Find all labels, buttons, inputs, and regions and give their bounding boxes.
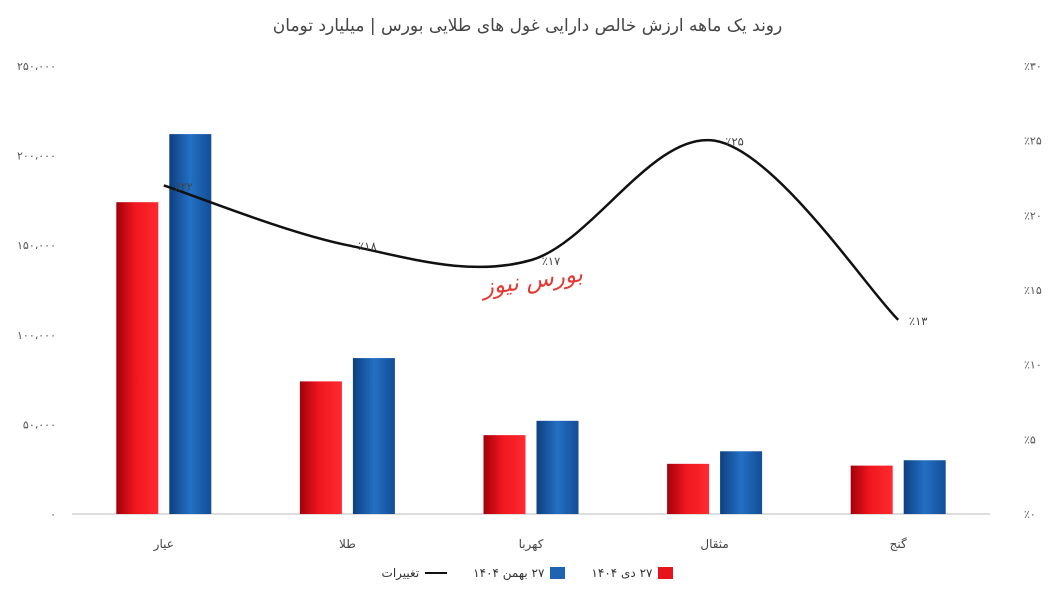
legend-label-bahman: ۲۷ بهمن ۱۴۰۴ [473, 566, 545, 580]
change-data-label: ٪۱۳ [909, 314, 928, 328]
bar-bahman [352, 358, 395, 514]
bar-dey [483, 435, 526, 514]
bar-dey [850, 465, 893, 514]
bar-bahman [536, 420, 579, 514]
y-right-tick-label: ٪۱۰ [1024, 359, 1042, 372]
legend-swatch-dey [658, 567, 674, 579]
change-data-label: ٪۱۷ [542, 254, 561, 268]
change-data-label: ٪۲۲ [175, 179, 194, 193]
y-right-tick-label: ٪۰ [1024, 508, 1036, 521]
legend-item-dey: ۲۷ دی ۱۴۰۴ [591, 566, 674, 580]
y-right-tick-label: ٪۵ [1024, 433, 1036, 446]
category-label: طلا [339, 537, 356, 551]
legend-item-bahman: ۲۷ بهمن ۱۴۰۴ [473, 566, 566, 580]
category-label: عیار [153, 537, 174, 552]
change-line [163, 138, 900, 321]
y-left-tick-label: ۲۵۰،۰۰۰ [17, 60, 56, 73]
chart-title: روند یک ماهه ارزش خالص دارایی غول های طل… [272, 16, 783, 36]
bar-dey [299, 381, 342, 514]
legend-item-change: تغییرات [382, 566, 448, 580]
bar-bahman [169, 134, 212, 514]
category-label: گنج [890, 537, 907, 551]
bar-dey [667, 463, 710, 514]
y-right-tick-label: ٪۲۰ [1024, 209, 1042, 222]
y-right-tick-label: ٪۱۵ [1024, 284, 1042, 297]
y-left-tick-label: ۱۵۰،۰۰۰ [17, 239, 56, 252]
legend-label-dey: ۲۷ دی ۱۴۰۴ [591, 566, 653, 580]
legend-label-change: تغییرات [381, 566, 420, 580]
bar-bahman [720, 451, 763, 514]
change-data-label: ٪۲۵ [725, 135, 744, 149]
y-left-tick-label: ۲۰۰،۰۰۰ [17, 150, 56, 163]
bar-dey [116, 202, 159, 514]
category-label: کهربا [519, 537, 544, 552]
bar-bahman [903, 460, 946, 514]
y-left-tick-label: ۰ [50, 508, 56, 521]
category-label: مثقال [700, 537, 729, 551]
y-right-tick-label: ٪۲۵ [1024, 135, 1042, 148]
y-right-tick-label: ٪۳۰ [1024, 60, 1042, 73]
change-data-label: ٪۱۸ [358, 239, 377, 253]
legend: ۲۷ دی ۱۴۰۴ ۲۷ بهمن ۱۴۰۴ تغییرات [0, 566, 1055, 580]
legend-swatch-bahman [550, 567, 566, 579]
y-left-tick-label: ۵۰،۰۰۰ [23, 418, 56, 431]
legend-swatch-change [425, 572, 448, 574]
y-left-tick-label: ۱۰۰،۰۰۰ [17, 329, 56, 342]
